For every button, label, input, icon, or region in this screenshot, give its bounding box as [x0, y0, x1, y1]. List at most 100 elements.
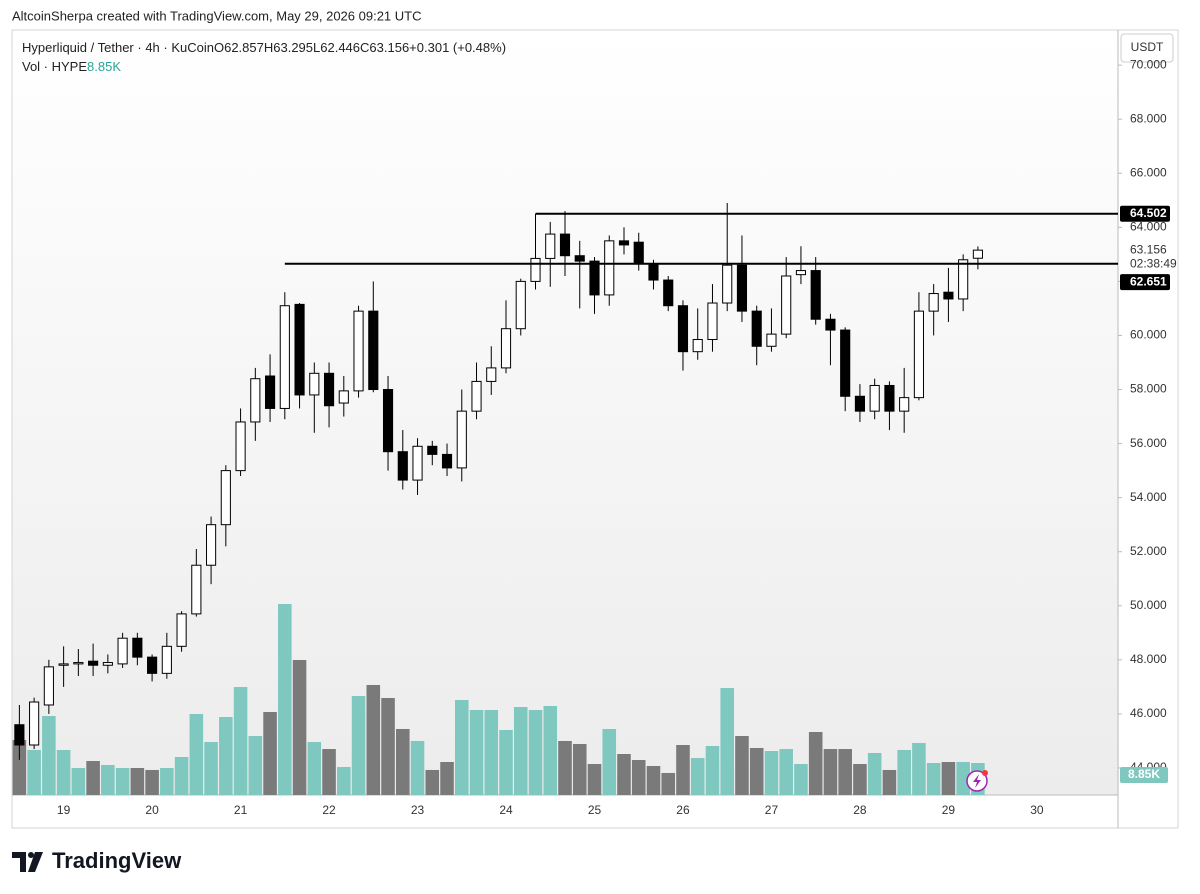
volume-bar	[27, 749, 41, 795]
current-price-bg	[1120, 241, 1176, 274]
candle-body	[618, 240, 630, 246]
current-price: 63.156	[1130, 242, 1167, 256]
volume-bar	[145, 769, 159, 795]
candle-body	[604, 240, 615, 296]
volume-bar	[617, 754, 631, 795]
candle-body	[972, 249, 983, 259]
volume-bar	[528, 710, 543, 795]
icon-bolt	[973, 774, 981, 788]
candle-body	[14, 724, 25, 746]
logo-mark	[12, 852, 26, 872]
candle-body	[854, 395, 866, 412]
symbol: Hyperliquid / Tether · 4h · KuCoin	[22, 40, 214, 55]
candle-body	[58, 663, 69, 666]
candle-body	[382, 389, 394, 453]
volume-bar	[867, 752, 882, 795]
candle-body	[736, 264, 748, 312]
candle-body	[147, 656, 158, 674]
lightning-icon	[966, 770, 988, 792]
y-tick-label: 66.000	[1130, 165, 1167, 179]
countdown: 02:38:49	[1130, 256, 1177, 270]
volume-bar	[219, 717, 233, 795]
x-tick-label: 26	[676, 803, 690, 817]
volume-bar	[735, 735, 749, 795]
candle-body	[648, 263, 659, 281]
volume-bar	[587, 764, 602, 795]
volume-bar	[602, 728, 617, 795]
field-label: O	[213, 40, 225, 55]
currency-button[interactable]	[1120, 33, 1174, 63]
candle-body	[43, 666, 54, 706]
volume-bar	[12, 740, 27, 795]
candle-body	[589, 260, 600, 296]
y-tick-label: 68.000	[1130, 111, 1167, 125]
volume-bar	[292, 660, 307, 795]
plot-background	[12, 30, 1118, 795]
volume-bar	[558, 740, 572, 795]
y-tick-label: 64.000	[1130, 220, 1167, 234]
volume-bar	[794, 764, 808, 795]
currency-label[interactable]: USDT	[1131, 40, 1164, 54]
field-label: C	[360, 40, 370, 55]
logo-dot	[28, 852, 34, 858]
candle-body	[191, 564, 202, 615]
y-tick-label: 52.000	[1130, 544, 1167, 558]
volume-bar	[690, 758, 705, 795]
candle-body	[29, 701, 40, 746]
field-label: L	[313, 40, 321, 55]
candle-body	[397, 451, 408, 481]
candle-body	[456, 410, 467, 469]
x-tick-label: 27	[765, 803, 779, 817]
volume-bar	[130, 767, 145, 795]
candle-body	[692, 339, 703, 353]
candle-body	[884, 384, 895, 412]
price-label: 64.502	[1130, 206, 1167, 220]
candle-body	[250, 378, 261, 423]
attribution: AltcoinSherpa created with TradingView.c…	[12, 8, 421, 23]
candle-body	[958, 259, 969, 300]
candle-body	[338, 390, 349, 404]
y-tick-label: 50.000	[1130, 598, 1167, 612]
volume-bar	[322, 749, 336, 795]
volume-bar	[454, 699, 469, 795]
volume-bar	[469, 710, 484, 795]
volume-bar	[115, 767, 130, 795]
candle-body	[264, 375, 276, 409]
volume-bar	[720, 687, 734, 795]
candle-body	[235, 421, 246, 472]
volume-label: 8.85K	[1128, 767, 1160, 781]
open-value: 62.857	[224, 40, 264, 55]
volume-bar	[42, 716, 56, 795]
y-tick-label: 58.000	[1130, 382, 1167, 396]
volume-bar	[56, 749, 71, 795]
x-tick-label: 23	[411, 803, 425, 817]
candle-body	[545, 233, 556, 259]
volume-bar	[204, 741, 218, 795]
x-tick-label: 30	[1030, 803, 1044, 817]
candle-body	[117, 637, 128, 665]
candle-body	[323, 372, 335, 407]
volume-bar	[926, 763, 941, 795]
y-tick-label: 70.000	[1130, 57, 1167, 71]
logo-mark	[28, 852, 43, 872]
candle-body	[279, 305, 290, 409]
volume-bar	[484, 710, 499, 795]
candle-body	[500, 328, 512, 369]
pane-border	[11, 29, 1179, 829]
volume-bar	[101, 764, 115, 795]
volume-bar	[307, 741, 322, 795]
volume-bar	[248, 735, 263, 795]
volume-bar	[912, 743, 926, 795]
x-tick-label: 29	[942, 803, 956, 817]
low-value: 62.446	[320, 40, 361, 55]
y-tick-label: 46.000	[1130, 706, 1167, 720]
candle-body	[810, 270, 821, 320]
volume-bar	[189, 714, 204, 795]
x-tick-label: 28	[853, 803, 867, 817]
candle-body	[781, 275, 792, 335]
volume-bar	[676, 745, 690, 795]
field-label: H	[263, 40, 274, 55]
candle-body	[899, 397, 910, 412]
brand-name: TradingView	[52, 848, 182, 873]
price-label-bg	[1120, 205, 1170, 222]
